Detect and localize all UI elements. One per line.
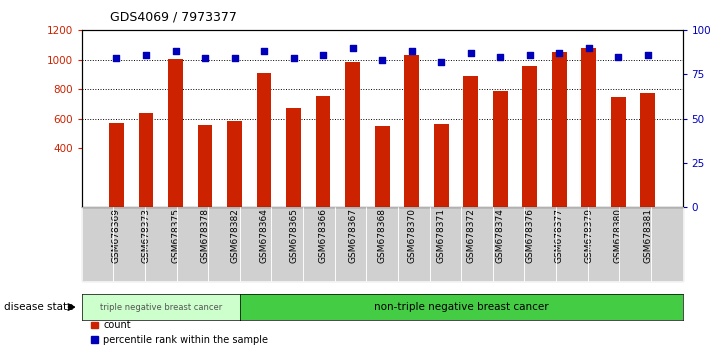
Bar — [375, 126, 390, 207]
Bar — [523, 66, 537, 207]
Bar — [257, 73, 272, 207]
Bar — [582, 48, 597, 207]
Point — [377, 57, 388, 63]
Point — [406, 48, 417, 54]
Point — [229, 56, 240, 61]
Point — [347, 45, 358, 51]
Point — [258, 48, 269, 54]
Bar — [228, 121, 242, 207]
Bar — [198, 125, 213, 207]
Bar — [611, 97, 626, 207]
Bar — [316, 96, 331, 207]
Point — [170, 48, 181, 54]
Point — [524, 52, 535, 58]
Bar — [109, 123, 124, 207]
Point — [554, 50, 565, 56]
Text: disease state: disease state — [4, 302, 73, 312]
Bar — [641, 93, 656, 207]
Bar — [434, 125, 449, 207]
Bar — [405, 55, 419, 207]
Bar — [552, 52, 567, 207]
Text: triple negative breast cancer: triple negative breast cancer — [100, 303, 222, 312]
Point — [642, 52, 653, 58]
Point — [495, 54, 506, 59]
Point — [465, 50, 476, 56]
Point — [583, 45, 594, 51]
Point — [199, 56, 210, 61]
Bar — [464, 76, 478, 207]
Text: non-triple negative breast cancer: non-triple negative breast cancer — [374, 302, 548, 312]
Point — [613, 54, 624, 59]
Bar — [493, 91, 508, 207]
Text: GDS4069 / 7973377: GDS4069 / 7973377 — [110, 11, 237, 24]
Bar — [168, 59, 183, 207]
Bar — [346, 62, 360, 207]
Point — [111, 56, 122, 61]
Bar — [139, 113, 154, 207]
Point — [436, 59, 447, 65]
Point — [288, 56, 299, 61]
Point — [317, 52, 328, 58]
Legend: count, percentile rank within the sample: count, percentile rank within the sample — [87, 316, 272, 349]
Point — [140, 52, 151, 58]
Bar — [287, 108, 301, 207]
